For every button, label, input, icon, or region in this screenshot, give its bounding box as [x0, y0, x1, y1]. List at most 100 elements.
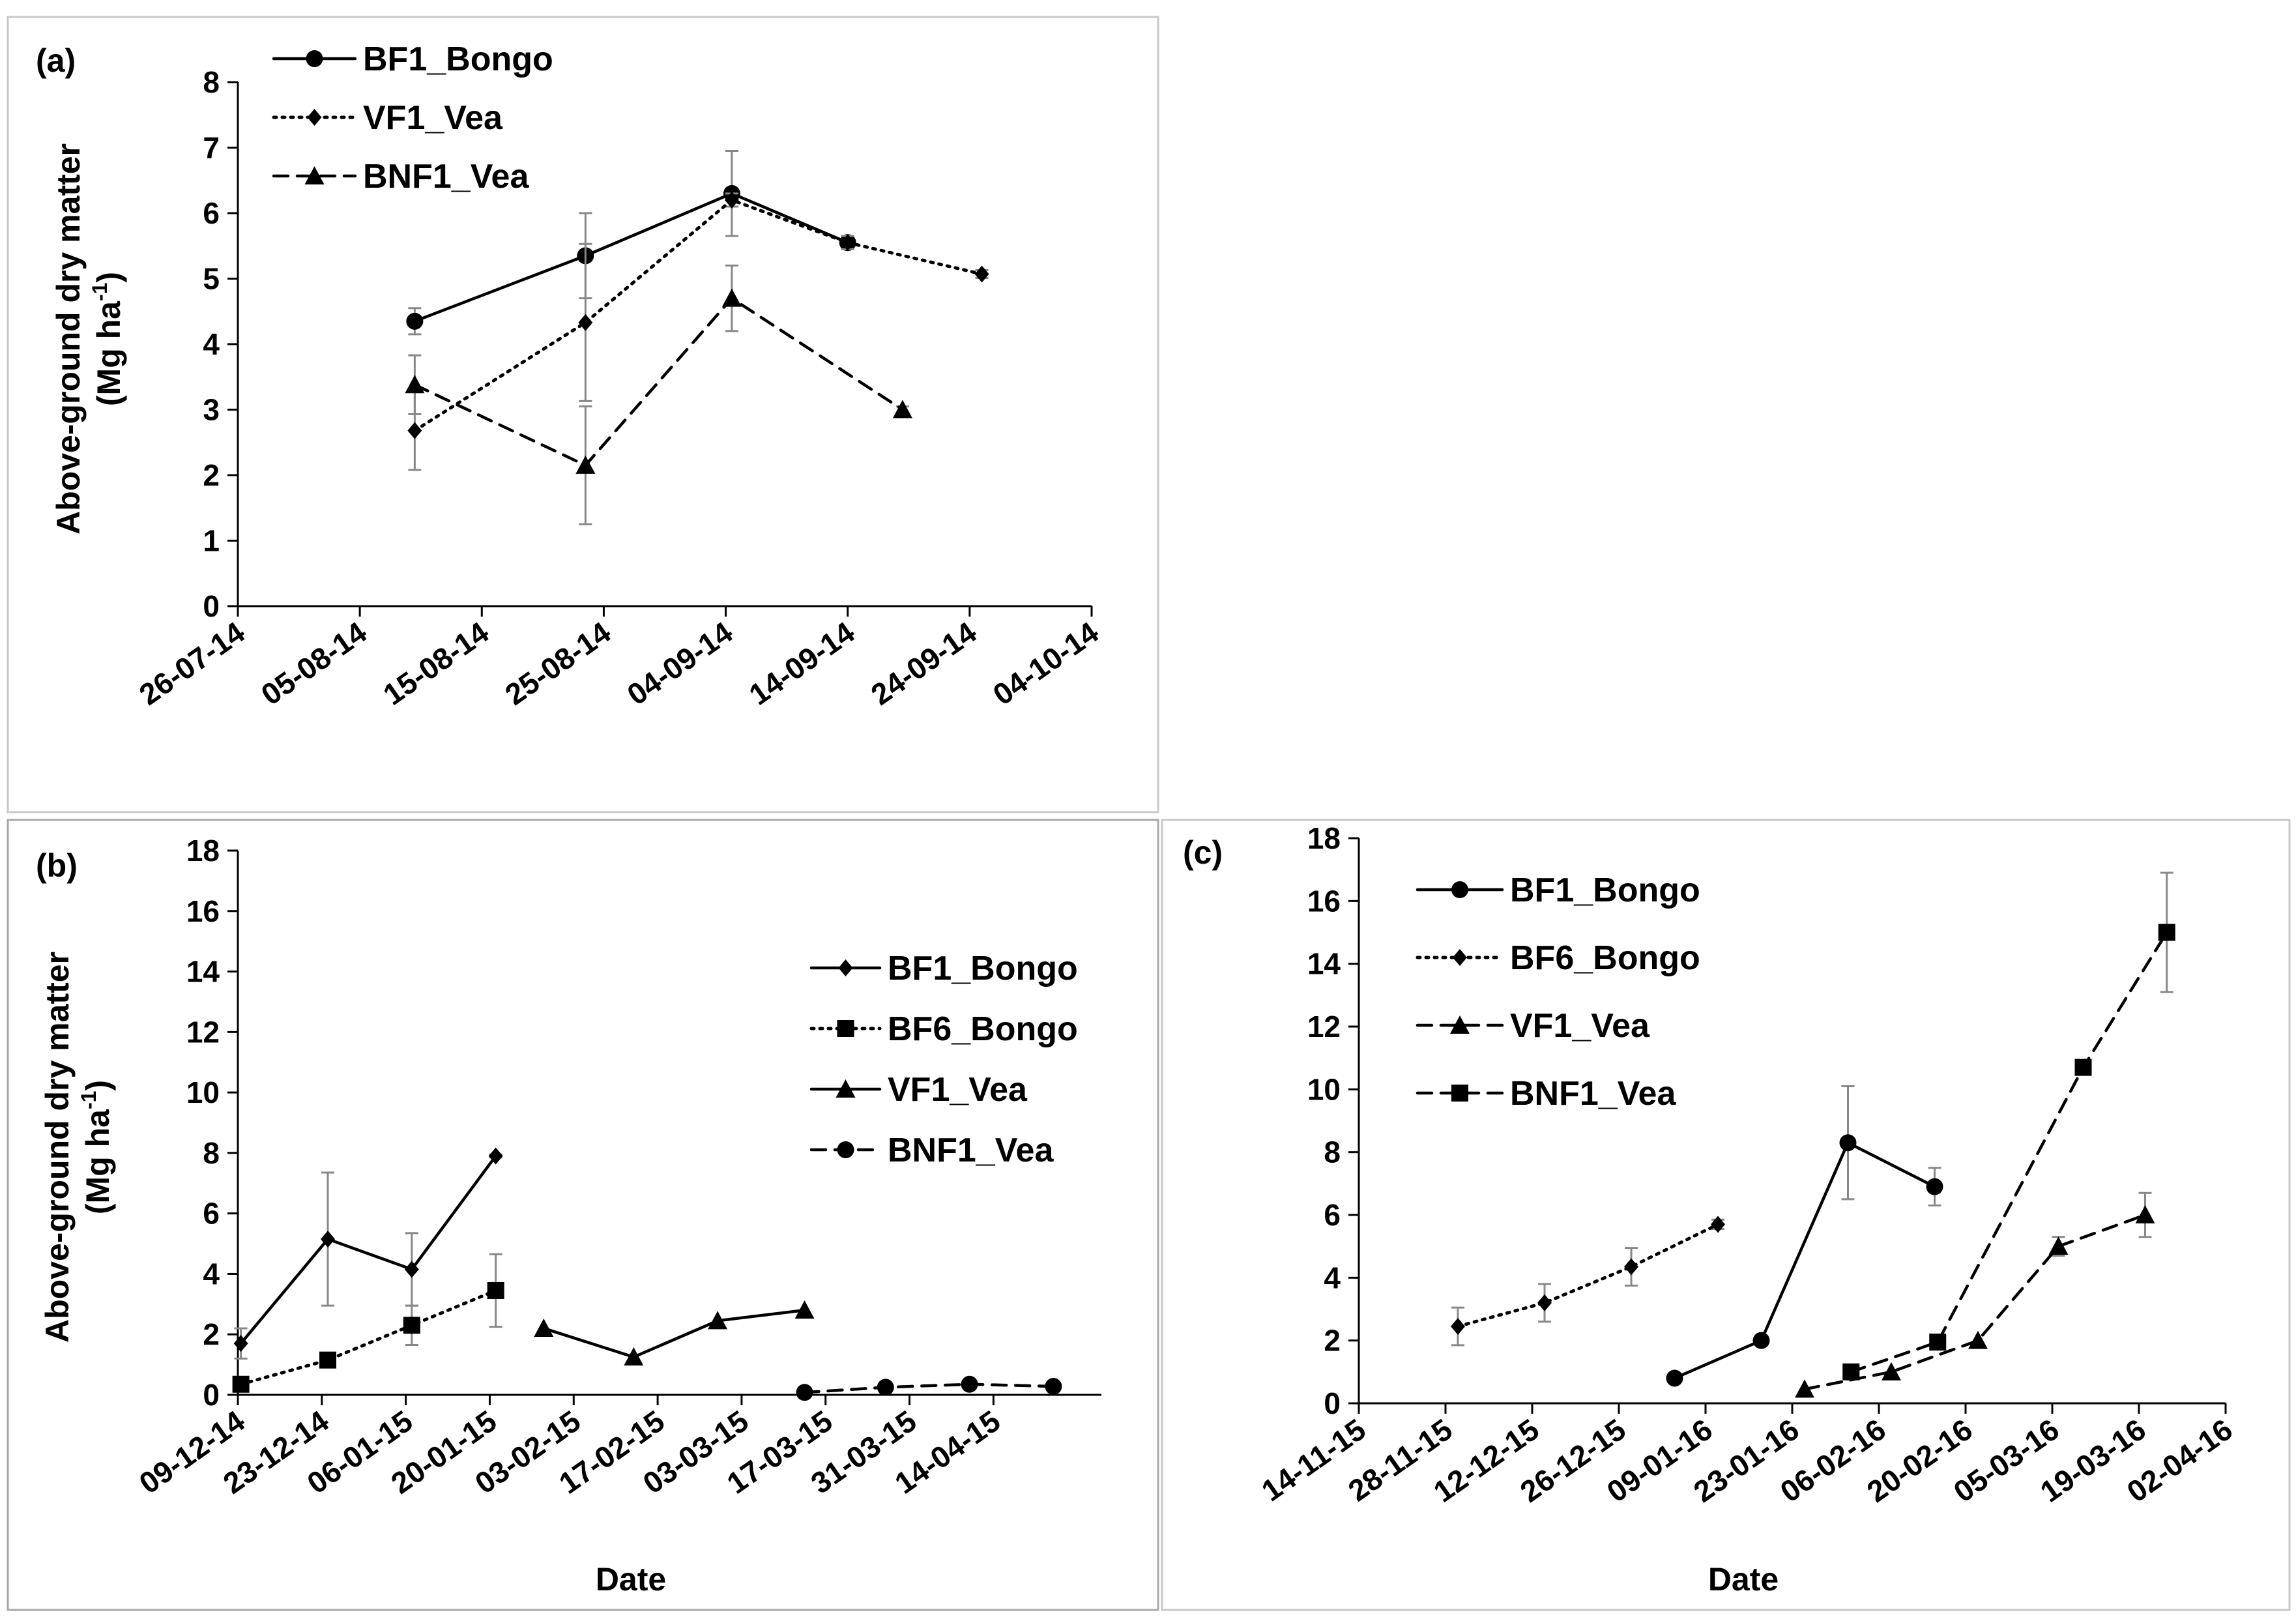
y-tick-label: 18: [1307, 821, 1341, 855]
panel-b-label: (b): [36, 847, 78, 884]
data-point: [892, 400, 912, 418]
legend-label: BF1_Bongo: [888, 950, 1078, 987]
ylabel-line2: (Mg ha-1): [77, 1080, 116, 1214]
y-tick-label: 12: [186, 1015, 220, 1049]
legend-marker: [306, 50, 323, 67]
data-point: [1451, 1317, 1465, 1335]
data-point: [488, 1147, 503, 1165]
data-point: [1926, 1178, 1943, 1195]
data-point: [796, 1384, 813, 1401]
data-point: [406, 312, 424, 330]
legend-label: VF1_Vea: [888, 1071, 1028, 1109]
data-point: [1795, 1379, 1814, 1398]
legend-marker: [307, 109, 322, 126]
y-tick-label: 0: [1324, 1386, 1341, 1420]
y-tick-label: 18: [186, 834, 220, 868]
y-tick-label: 4: [203, 327, 220, 361]
series-bnf1-vea: [796, 1375, 1062, 1401]
legend-label: BF6_Bongo: [1510, 939, 1700, 977]
data-point: [2074, 1059, 2092, 1076]
series-line: [413, 296, 905, 467]
y-tick-label: 3: [203, 393, 220, 427]
data-point: [321, 1231, 336, 1248]
y-tick-label: 4: [1324, 1261, 1341, 1294]
panel-a-ylabel: Above-ground dry matter (Mg ha-1): [50, 143, 127, 534]
ylabel-line2: (Mg ha-1): [88, 272, 127, 406]
series-bnf1-vea: [405, 264, 912, 525]
legend-label: BF1_Bongo: [363, 40, 553, 78]
legend-item: BNF1_Vea: [272, 158, 529, 196]
data-point: [794, 1300, 815, 1319]
y-tick-label: 8: [203, 65, 220, 99]
y-tick-label: 8: [203, 1136, 220, 1170]
y-tick-label: 16: [186, 894, 220, 928]
y-tick-label: 16: [1307, 884, 1341, 918]
y-tick-label: 7: [203, 131, 220, 165]
series-vf1-vea: [534, 1300, 815, 1366]
data-point: [877, 1379, 894, 1396]
series-vf1-vea: [407, 191, 989, 471]
legend-item: BF1_Bongo: [1416, 871, 1700, 909]
legend-label: BF1_Bongo: [1510, 871, 1700, 909]
panel-a-label: (a): [36, 42, 76, 79]
legend-marker: [837, 1141, 854, 1158]
data-point: [407, 422, 422, 439]
data-point: [624, 1347, 644, 1366]
y-tick-label: 2: [203, 1317, 220, 1351]
data-point: [1711, 1216, 1725, 1233]
data-point: [1666, 1369, 1683, 1387]
data-point: [724, 191, 739, 209]
series-line: [413, 192, 849, 323]
series-bf1-bongo: [233, 1147, 503, 1360]
y-tick-label: 6: [203, 1197, 220, 1231]
legend-marker: [1451, 881, 1468, 898]
panel-c-label: (c): [1183, 834, 1223, 871]
legend-item: BF1_Bongo: [809, 950, 1078, 987]
y-tick-label: 2: [203, 458, 220, 492]
panel-b-frame: [7, 819, 1159, 1611]
data-point: [2135, 1205, 2155, 1223]
legend-item: BF1_Bongo: [272, 40, 553, 78]
y-tick-label: 4: [203, 1257, 220, 1291]
data-point: [1968, 1330, 1988, 1349]
legend-item: VF1_Vea: [272, 99, 503, 137]
ylabel-line1: Above-ground dry matter: [39, 952, 76, 1343]
y-tick-label: 12: [1307, 1010, 1341, 1044]
data-point: [578, 314, 593, 331]
legend-marker: [1450, 1015, 1470, 1034]
data-point: [840, 234, 855, 252]
data-point: [1839, 1134, 1857, 1152]
legend-marker: [1451, 1085, 1468, 1102]
data-point: [974, 265, 989, 283]
series-bf6-bongo: [1451, 1216, 1725, 1347]
data-point: [721, 288, 742, 307]
legend-marker: [837, 1020, 854, 1037]
y-tick-label: 5: [203, 262, 220, 296]
y-tick-label: 2: [1324, 1324, 1341, 1358]
data-point: [403, 1317, 420, 1334]
y-tick-label: 10: [1307, 1072, 1341, 1106]
y-tick-label: 6: [203, 196, 220, 230]
data-point: [2048, 1236, 2069, 1255]
y-tick-label: 14: [1307, 947, 1341, 981]
data-point: [575, 455, 596, 474]
series-vf1-vea: [1795, 1191, 2155, 1398]
legend-item: BNF1_Vea: [809, 1132, 1054, 1169]
data-point: [2158, 924, 2175, 941]
panel-c-frame: [1161, 819, 2291, 1611]
legend-label: BNF1_Vea: [888, 1132, 1054, 1169]
panel-a-frame: [7, 16, 1159, 813]
data-point: [487, 1281, 504, 1299]
panel-c-xlabel: Date: [1708, 1561, 1779, 1598]
legend-item: VF1_Vea: [809, 1071, 1028, 1109]
legend-item: VF1_Vea: [1416, 1007, 1650, 1045]
legend-label: BNF1_Vea: [1510, 1075, 1676, 1113]
data-point: [534, 1318, 554, 1337]
data-point: [1929, 1334, 1947, 1351]
series-line: [803, 1382, 1055, 1394]
legend-marker: [836, 1079, 856, 1098]
legend-label: VF1_Vea: [363, 99, 503, 137]
y-tick-label: 0: [203, 589, 220, 623]
data-point: [961, 1375, 978, 1393]
series-bf1-bongo: [1666, 1085, 1943, 1387]
